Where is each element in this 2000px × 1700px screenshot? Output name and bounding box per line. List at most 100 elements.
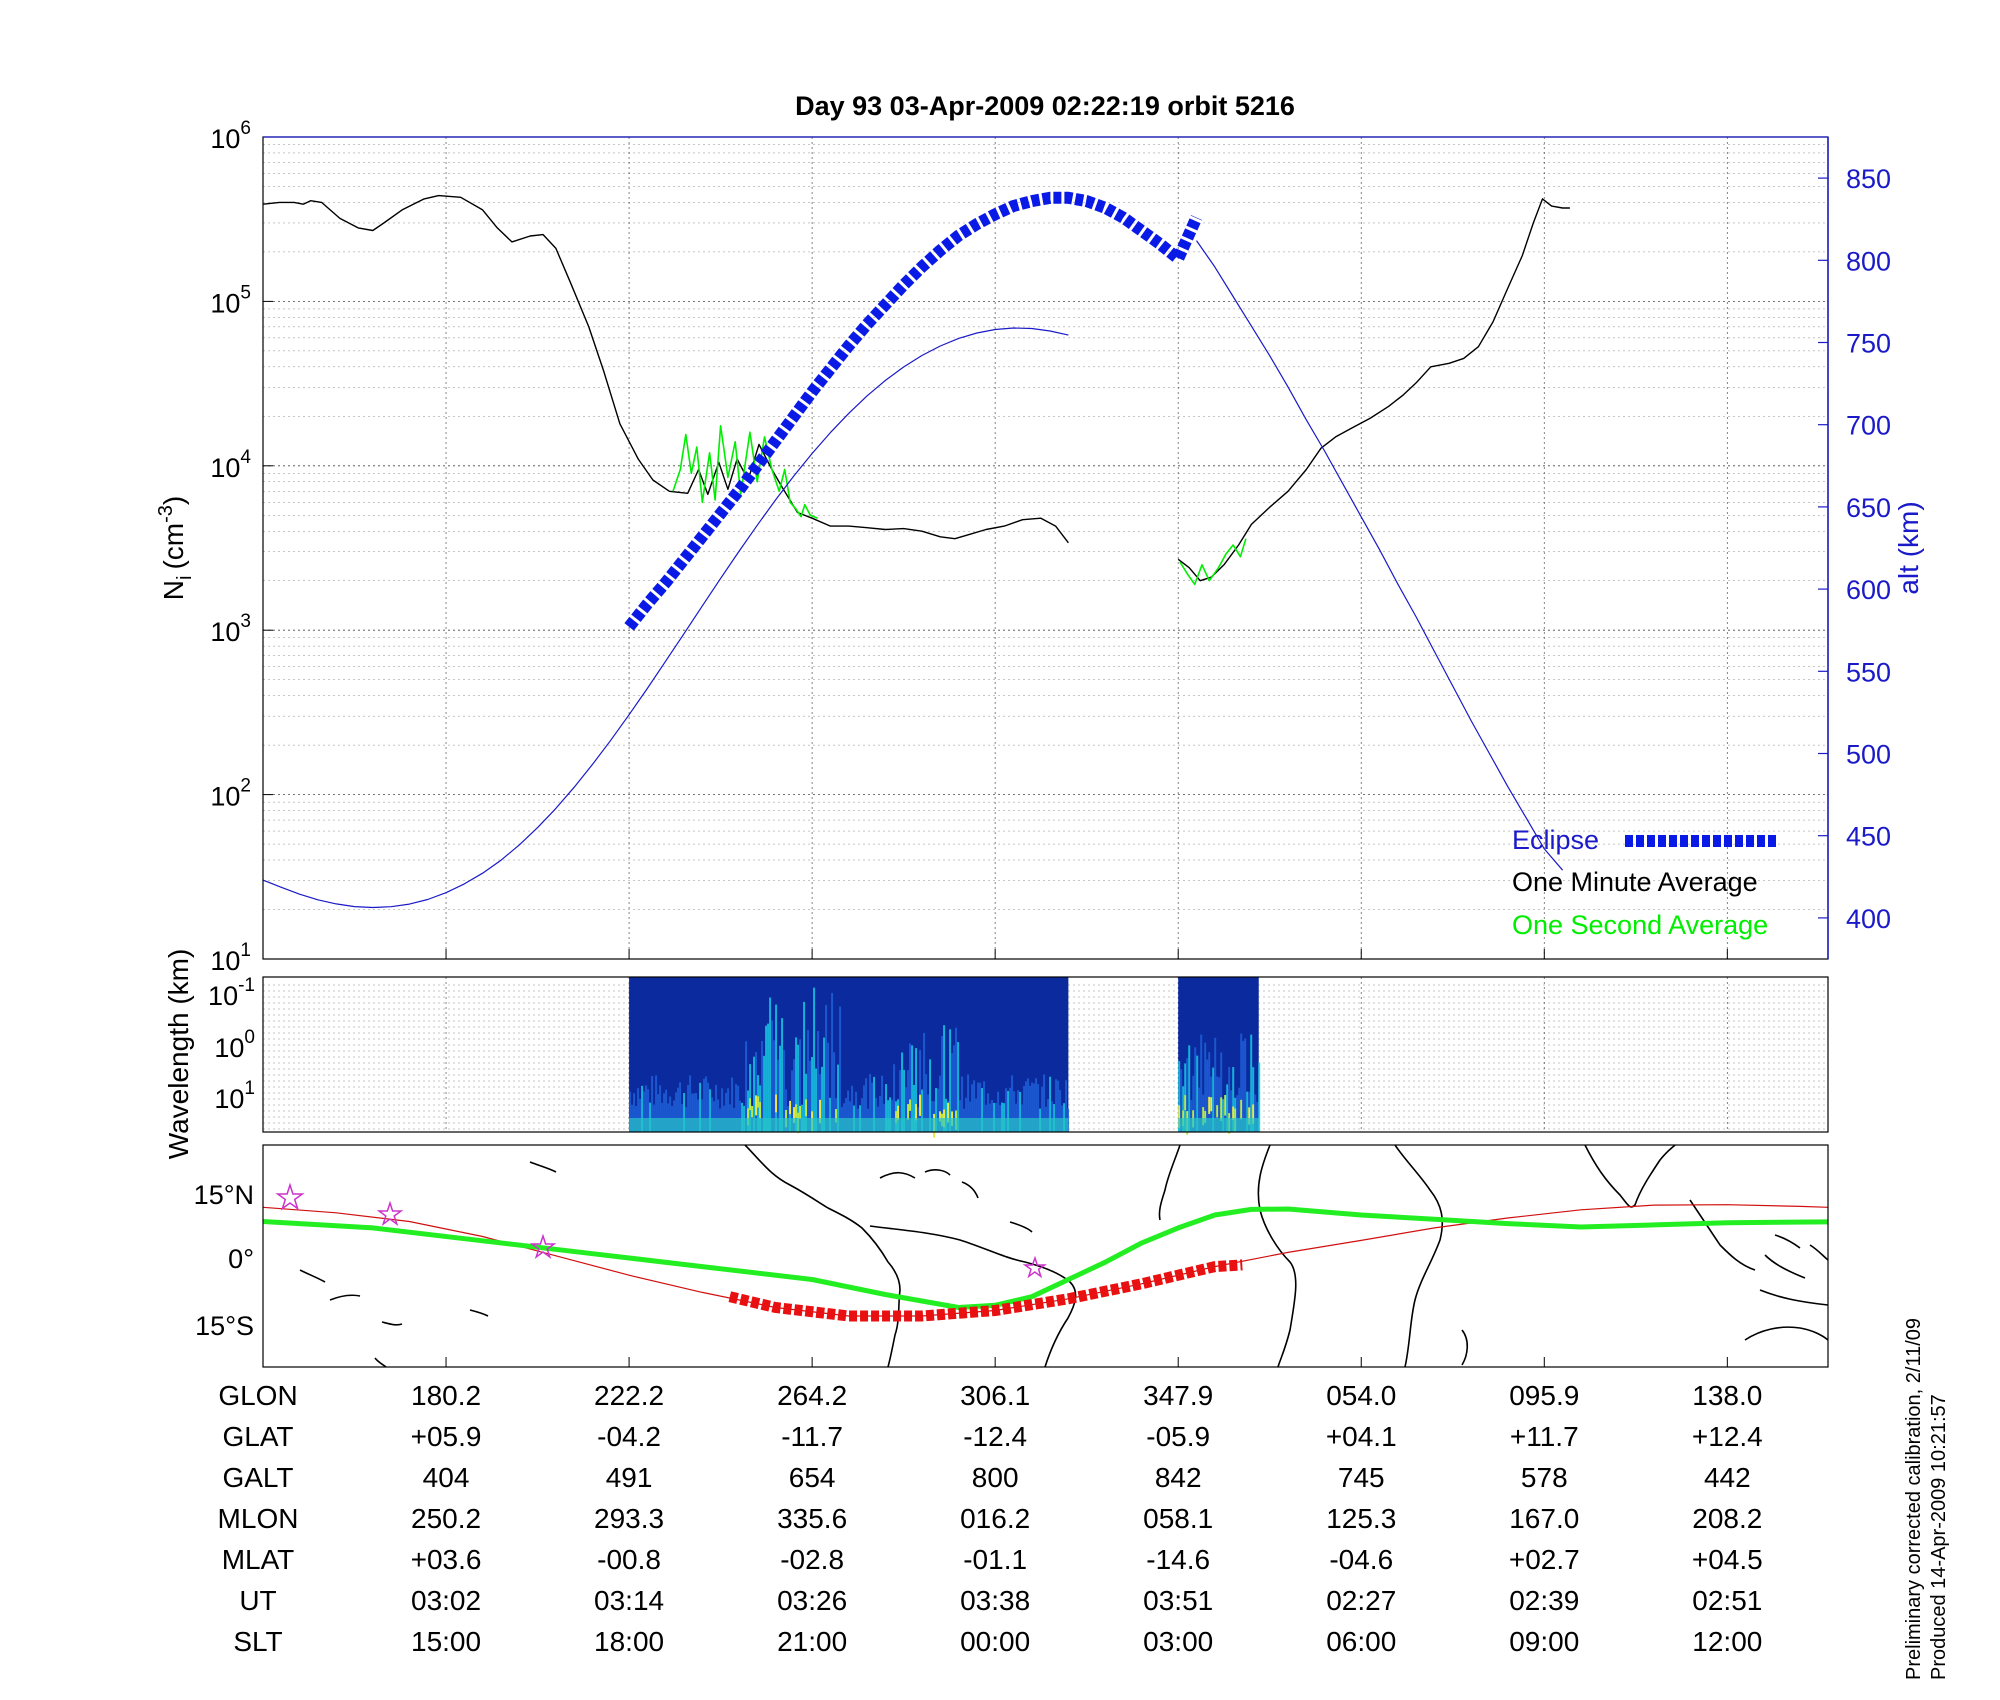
spectrogram-column [1226,1084,1229,1132]
table-cell: +04.1 [1326,1421,1397,1452]
spectrogram-column [839,1006,842,1132]
calibration-note: Preliminary corrected calibration, 2/11/… [1903,1318,1925,1680]
spectrogram-hot-cell [919,1094,922,1116]
density-plot-area [263,137,1828,959]
spectrogram-hot-cell [1184,1095,1187,1111]
spectrogram-column [773,1040,776,1132]
star-marker-3 [529,1233,557,1259]
spectrogram-column [893,1064,896,1132]
spectrogram-column [1001,1102,1004,1132]
spectrogram-hot-cell [947,1102,950,1123]
altitude-tick-label-550: 550 [1846,657,1891,687]
coastline-southeast-asia [1689,1199,1828,1306]
spectrogram-tick-label-1e-1: 10-1 [208,975,255,1011]
spectrogram-column [965,1097,968,1132]
spectrogram-column [1190,1099,1193,1132]
spectrogram-column [1188,1045,1191,1132]
coastline-madagascar [1461,1329,1469,1366]
spectrogram-column [1027,1078,1030,1132]
altitude-tick-label-500: 500 [1846,740,1891,770]
table-cell: 058.1 [1143,1503,1213,1534]
series-eclipse-segment-0 [624,191,1202,631]
table-cell: 404 [423,1462,470,1493]
spectrogram-column [1041,1086,1044,1132]
table-cell: -12.4 [963,1421,1027,1452]
spectrogram-column [1023,1085,1026,1132]
spectrogram-column [735,1084,738,1132]
spectrogram-column [829,1097,832,1132]
table-cell: +03.6 [411,1544,482,1575]
spectrogram-column [939,1075,942,1132]
spectrogram-column [943,1025,946,1132]
spectrogram-column [655,1075,658,1132]
spectrogram-column [1236,1095,1239,1132]
spectrogram-column [1246,1091,1249,1132]
eclipse-track [728,1259,1243,1322]
spectrogram-column [1214,1037,1217,1132]
spectrogram-column [875,1097,878,1132]
table-cell: 306.1 [960,1380,1030,1411]
spectrogram-column [1240,1033,1243,1132]
spectrogram-column [737,1085,740,1132]
table-cell: 335.6 [777,1503,847,1534]
table-cell: 222.2 [594,1380,664,1411]
density-series [263,191,1570,909]
table-cell: +04.5 [1692,1544,1763,1575]
spectrogram-column [779,1045,782,1132]
table-cell: -05.9 [1146,1421,1210,1452]
spectrogram-column [1033,1083,1036,1132]
spectrogram-column [1238,1087,1241,1132]
table-cell: 03:26 [777,1585,847,1616]
spectrogram-low-band [1178,1118,1259,1132]
spectrogram-hot-cell [819,1099,822,1124]
spectrogram-column [797,1044,800,1132]
spectrogram-column [765,1025,768,1132]
spectrogram-column [1182,1086,1185,1132]
spectrogram-tick-base: 10 [214,1033,244,1063]
spectrogram-column [983,1081,986,1132]
density-y-label: Ni (cm-3) [155,496,196,600]
spectrogram-column [891,1099,894,1132]
spectrogram-hot-cell [1202,1107,1205,1126]
spectrogram-column [935,1087,938,1132]
spectrogram-column [659,1085,662,1132]
spectrogram-column [1198,1087,1201,1132]
table-cell: -00.8 [597,1544,661,1575]
map-tick-15n: 15°N [194,1180,254,1210]
spectrogram-column [847,1090,850,1132]
table-cell: 293.3 [594,1503,664,1534]
spectrogram-column [1015,1103,1018,1132]
spectrogram-column [883,1103,886,1132]
spectrogram-column [1208,1052,1211,1132]
density-tick-label-1e4: 104 [210,447,251,483]
density-grid [263,137,1828,960]
table-cell: 264.2 [777,1380,847,1411]
density-y-label-unit-post: ) [158,496,189,505]
spectrogram-column [767,1023,770,1132]
spectrogram-column [885,1084,888,1132]
table-cell: 138.0 [1692,1380,1762,1411]
density-tick-base: 10 [210,946,240,976]
spectrogram-column [951,1053,954,1132]
spectrogram-column [997,1091,1000,1132]
spectrogram-column [887,1100,890,1132]
spectrogram-hot-cell [757,1096,760,1108]
spectrogram-column [863,1085,866,1132]
spectrogram-column [673,1100,676,1132]
spectrogram-column [753,1056,756,1132]
spectrogram-column [851,1085,854,1132]
table-cell: 09:00 [1509,1626,1579,1657]
spectrogram-column [931,1101,934,1132]
spectrogram-hot-cell [805,1099,808,1117]
table-cell: -01.1 [963,1544,1027,1575]
spectrogram-column [1059,1090,1062,1132]
altitude-tick-label-800: 800 [1846,246,1891,276]
spectrogram-hot-cell [1178,1105,1181,1129]
table-cell: 125.3 [1326,1503,1396,1534]
density-y-label-unit-sup: -3 [155,505,177,523]
spectrogram-column [955,1027,958,1132]
legend: Eclipse One Minute Average One Second Av… [1512,825,1777,940]
